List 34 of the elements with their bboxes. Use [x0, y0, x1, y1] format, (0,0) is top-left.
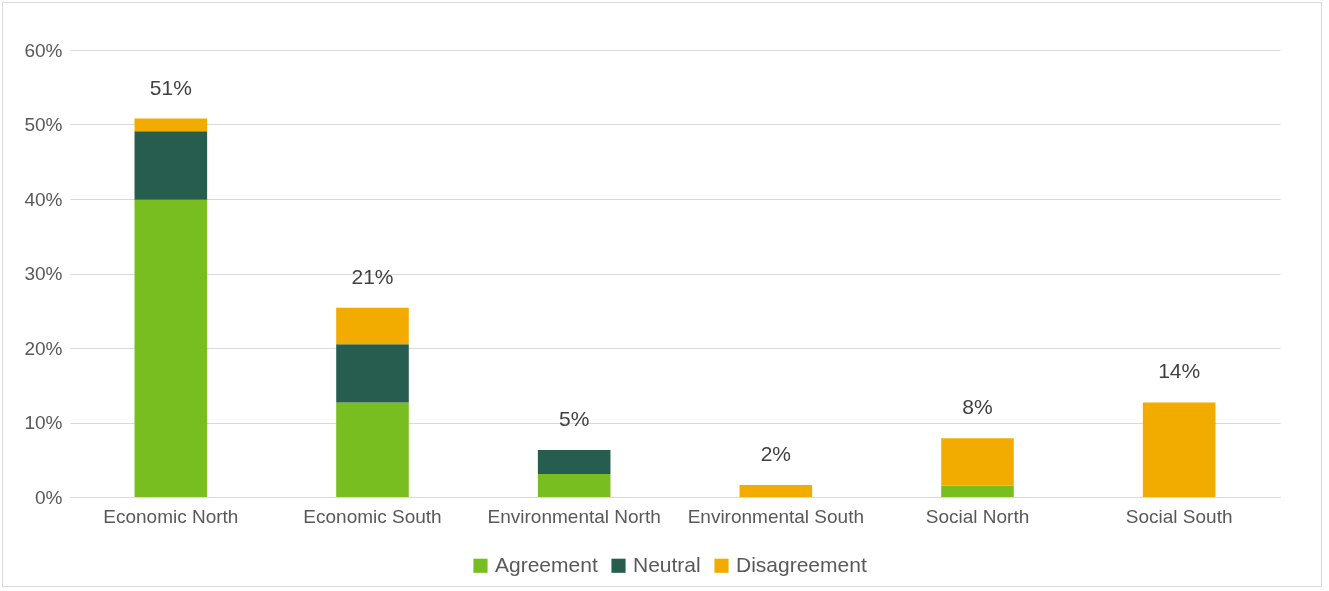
bar	[134, 199, 208, 497]
annotation: 21%	[351, 264, 394, 288]
legend-label: Disagreement	[736, 552, 867, 576]
annotation: 2%	[760, 442, 792, 466]
y-tick-label: 20%	[24, 337, 63, 359]
bar	[941, 485, 1014, 497]
y-tick-label: 40%	[24, 188, 63, 210]
y-tick-label: 0%	[35, 486, 63, 508]
legend-label: Agreement	[495, 552, 598, 576]
bar	[336, 307, 409, 345]
bar	[537, 473, 611, 497]
y-tick-label: 10%	[24, 412, 63, 433]
bar	[134, 118, 208, 132]
x-tick-label: Social South	[1125, 505, 1233, 527]
legend-label: Neutral	[633, 552, 701, 576]
bar	[537, 450, 611, 474]
annotation: 5%	[558, 407, 590, 431]
x-tick-label: Environmental South	[687, 505, 865, 527]
annotation: 14%	[1158, 359, 1201, 383]
bar	[336, 402, 409, 497]
annotation: 8%	[962, 395, 993, 419]
y-tick-label: 30%	[24, 263, 63, 284]
x-tick-label: Environmental North	[487, 505, 661, 527]
bar	[336, 344, 409, 403]
y-tick-label: 50%	[24, 114, 63, 135]
y-tick-label: 60%	[24, 39, 63, 61]
annotation: 51%	[149, 75, 192, 99]
x-tick-label: Economic North	[103, 505, 239, 527]
x-tick-label: Social North	[925, 505, 1030, 527]
bar	[739, 485, 813, 497]
bar	[134, 131, 208, 200]
bar	[1142, 402, 1216, 497]
x-tick-label: Economic South	[303, 505, 442, 527]
bar	[941, 438, 1014, 486]
